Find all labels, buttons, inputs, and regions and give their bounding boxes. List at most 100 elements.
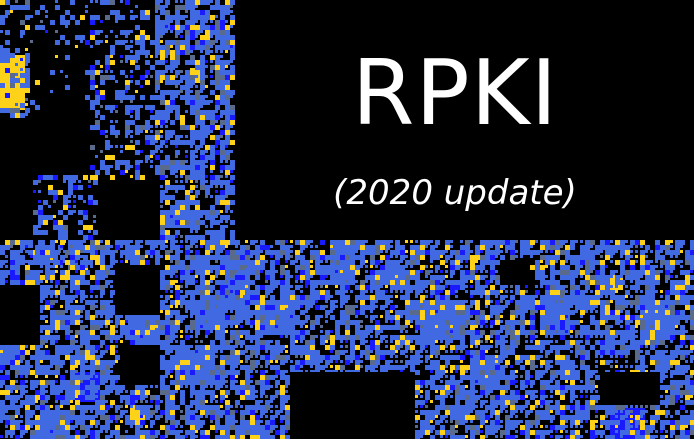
mosaic-cell xyxy=(355,300,358,303)
mosaic-cell xyxy=(665,330,670,335)
mosaic-cell xyxy=(0,420,3,423)
mosaic-cell xyxy=(245,305,250,310)
mosaic-cell xyxy=(155,75,160,80)
mosaic-cell xyxy=(70,255,75,260)
mosaic-cell xyxy=(610,340,615,345)
mosaic-cell xyxy=(225,100,230,105)
mosaic-cell xyxy=(110,315,113,318)
mosaic-cell xyxy=(665,295,670,300)
mosaic-cell xyxy=(225,140,230,145)
mosaic-cell xyxy=(175,0,178,3)
mosaic-cell xyxy=(55,320,60,325)
mosaic-cell xyxy=(75,310,80,315)
mosaic-cell xyxy=(310,265,313,268)
mosaic-cell xyxy=(105,15,110,20)
mosaic-cell xyxy=(35,275,40,280)
mosaic-cell xyxy=(280,255,283,258)
mosaic-cell xyxy=(175,35,178,38)
mosaic-cell xyxy=(370,290,373,293)
mosaic-cell xyxy=(675,315,680,320)
mosaic-cell xyxy=(375,320,380,325)
mosaic-cell xyxy=(435,355,438,358)
mosaic-cell xyxy=(85,265,88,268)
mosaic-cell xyxy=(100,130,105,135)
mosaic-cell xyxy=(220,320,225,325)
mosaic-cell xyxy=(300,270,305,275)
mosaic-cell xyxy=(205,245,210,250)
mosaic-cell xyxy=(415,320,420,325)
mosaic-cell xyxy=(165,45,170,50)
mosaic-cell xyxy=(680,295,685,300)
mosaic-cell xyxy=(310,325,315,330)
mosaic-cell xyxy=(225,200,230,205)
mosaic-cell xyxy=(180,295,185,300)
mosaic-cell xyxy=(360,265,363,268)
mosaic-cell xyxy=(185,175,190,180)
mosaic-cell xyxy=(340,350,345,355)
mosaic-cell xyxy=(215,120,218,123)
mosaic-cell xyxy=(25,410,30,415)
mosaic-cell xyxy=(295,330,300,335)
mosaic-cell xyxy=(690,395,693,398)
mosaic-cell xyxy=(80,40,83,43)
mosaic-cell xyxy=(25,103,28,106)
mosaic-cell xyxy=(390,250,395,255)
mosaic-cell xyxy=(330,300,335,305)
mosaic-cell xyxy=(655,325,660,330)
mosaic-cell xyxy=(205,380,210,385)
mosaic-cell xyxy=(440,385,445,390)
mosaic-cell xyxy=(95,100,100,105)
mosaic-cell xyxy=(110,345,115,350)
mosaic-cell xyxy=(10,5,15,10)
mosaic-cell xyxy=(345,260,348,263)
mosaic-cell xyxy=(205,335,208,338)
mosaic-cell xyxy=(215,345,220,350)
mosaic-cell xyxy=(55,290,60,295)
mosaic-cell xyxy=(310,295,315,300)
mosaic-cell xyxy=(235,370,240,375)
mosaic-cell xyxy=(590,245,593,248)
mosaic-cell xyxy=(230,45,233,48)
mosaic-cell xyxy=(40,405,45,410)
mosaic-cell xyxy=(0,83,5,88)
mosaic-cell xyxy=(600,290,605,295)
mosaic-cell xyxy=(320,295,325,300)
mosaic-cell xyxy=(85,405,90,410)
mosaic-cell xyxy=(515,355,520,360)
mosaic-cell xyxy=(445,415,448,418)
mosaic-cell xyxy=(185,250,190,255)
mosaic-cell xyxy=(210,320,213,323)
mosaic-cell xyxy=(535,390,538,393)
mosaic-cell xyxy=(280,320,285,325)
mosaic-cell xyxy=(340,365,345,370)
mosaic-cell xyxy=(155,335,158,338)
mosaic-cell xyxy=(595,245,600,250)
mosaic-cell xyxy=(100,400,105,405)
mosaic-cell xyxy=(620,280,625,285)
mosaic-cell xyxy=(445,360,450,365)
mosaic-cell xyxy=(210,160,215,165)
mosaic-cell xyxy=(240,320,243,323)
mosaic-cell xyxy=(330,330,333,333)
mosaic-cell xyxy=(580,345,585,350)
mosaic-cell xyxy=(435,375,440,380)
mosaic-cell xyxy=(175,390,178,393)
mosaic-cell xyxy=(445,280,450,285)
mosaic-cell xyxy=(530,250,535,255)
mosaic-cell xyxy=(255,330,260,335)
mosaic-cell xyxy=(515,360,520,365)
mosaic-cell xyxy=(470,310,475,315)
mosaic-cell xyxy=(605,405,610,410)
mosaic-cell xyxy=(400,245,405,250)
mosaic-cell xyxy=(435,330,440,335)
mosaic-cell xyxy=(225,0,230,5)
mosaic-cell xyxy=(345,255,350,260)
mosaic-cell xyxy=(165,390,170,395)
mosaic-cell xyxy=(155,385,158,388)
mosaic-cell xyxy=(285,415,290,420)
mosaic-cell xyxy=(185,245,190,250)
mosaic-cell xyxy=(220,260,225,265)
mosaic-cell xyxy=(460,405,465,410)
mosaic-cell xyxy=(255,260,260,265)
mosaic-cell xyxy=(160,75,165,80)
